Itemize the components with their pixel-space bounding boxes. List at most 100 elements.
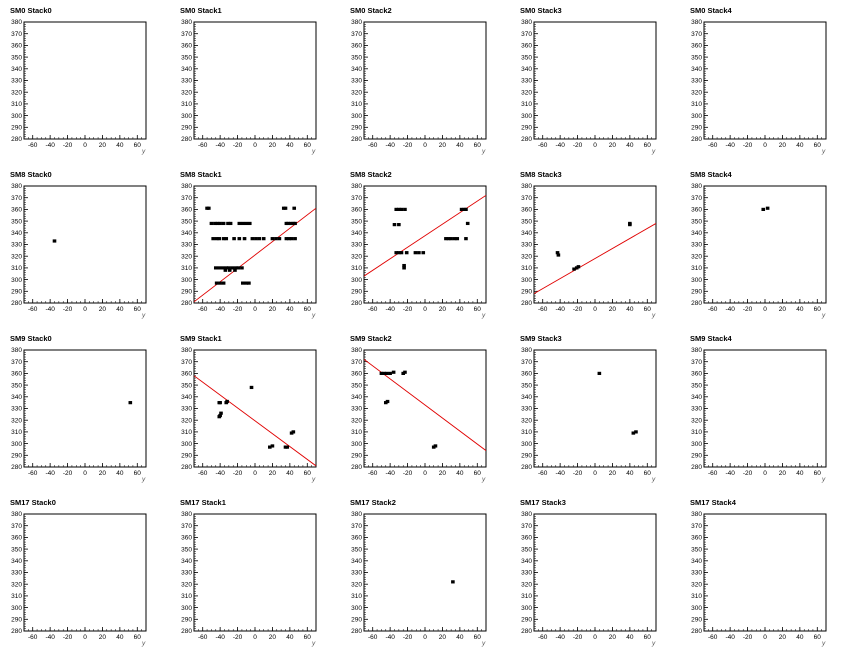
x-tick-label: 0 xyxy=(423,306,427,313)
y-tick-label: 340 xyxy=(11,66,22,73)
y-tick-label: 370 xyxy=(11,31,22,38)
data-point xyxy=(218,401,222,405)
x-tick-label: -60 xyxy=(538,142,548,149)
x-tick-label: 20 xyxy=(779,470,787,477)
chart-title: SM8 Stack4 xyxy=(690,170,733,179)
plot-frame xyxy=(703,21,827,140)
data-point xyxy=(399,207,404,211)
y-tick-label: 310 xyxy=(11,101,22,108)
y-tick-label: 380 xyxy=(691,511,702,518)
y-tick-label: 310 xyxy=(521,265,532,272)
y-tick-label: 300 xyxy=(351,113,362,120)
x-tick-label: -40 xyxy=(725,634,735,641)
chart-title: SM8 Stack2 xyxy=(350,170,392,179)
data-point xyxy=(214,281,219,285)
data-point xyxy=(397,251,401,255)
x-tick-label: 0 xyxy=(83,142,87,149)
y-tick-label: 370 xyxy=(691,359,702,366)
data-point xyxy=(444,237,448,241)
y-tick-label: 320 xyxy=(691,417,702,424)
plot-frame xyxy=(23,349,147,468)
data-point xyxy=(247,221,252,226)
chart-title: SM9 Stack0 xyxy=(10,334,52,343)
data-point xyxy=(402,263,406,268)
data-point xyxy=(291,430,296,434)
y-tick-label: 290 xyxy=(521,617,532,624)
data-point xyxy=(224,266,229,270)
data-point xyxy=(556,253,561,257)
x-tick-label: 20 xyxy=(269,306,277,313)
plot-frame xyxy=(363,21,487,140)
y-tick-label: 360 xyxy=(351,43,362,50)
chart-title: SM9 Stack3 xyxy=(520,334,562,343)
data-point xyxy=(215,221,220,226)
data-point xyxy=(449,237,453,241)
y-tick-label: 380 xyxy=(11,183,22,190)
y-tick-label: 350 xyxy=(351,546,362,553)
y-tick-label: 290 xyxy=(181,125,192,132)
data-point xyxy=(234,266,238,270)
y-tick-label: 300 xyxy=(691,113,702,120)
y-tick-label: 330 xyxy=(11,570,22,577)
x-tick-label: -60 xyxy=(368,306,378,313)
x-tick-label: -40 xyxy=(215,470,225,477)
x-tick-label: -20 xyxy=(233,634,243,641)
x-tick-label: -20 xyxy=(573,470,583,477)
x-tick-label: 60 xyxy=(134,142,142,149)
data-point xyxy=(247,281,251,285)
y-tick-label: 340 xyxy=(521,394,532,401)
y-tick-label: 350 xyxy=(351,382,362,389)
data-point xyxy=(397,207,401,211)
chart-panel: SM0 Stack2 280 290 300 310 320 330 340 350 360 370… xyxy=(350,6,487,155)
x-tick-label: 20 xyxy=(439,634,447,641)
x-tick-label: -60 xyxy=(28,306,38,313)
chart-title: SM17 Stack2 xyxy=(350,498,396,507)
y-tick-label: 350 xyxy=(181,218,192,225)
y-tick-label: 340 xyxy=(11,230,22,237)
data-point xyxy=(52,239,57,243)
x-tick-label: -60 xyxy=(198,142,208,149)
y-tick-label: 330 xyxy=(11,78,22,85)
data-point xyxy=(631,431,636,435)
chart-panel: SM17 Stack3 280 290 300 310 320 330 340 350 360 37… xyxy=(520,498,657,647)
data-point xyxy=(230,266,235,270)
y-tick-label: 310 xyxy=(351,101,362,108)
x-tick-label: 40 xyxy=(116,470,124,477)
x-axis-label: y xyxy=(481,148,486,155)
y-tick-label: 280 xyxy=(181,300,192,307)
y-tick-label: 340 xyxy=(11,394,22,401)
x-tick-label: -20 xyxy=(743,142,753,149)
data-point xyxy=(382,371,386,375)
chart-panel: SM17 Stack0 280 290 300 310 320 330 340 350 360 37… xyxy=(10,498,147,647)
plot-frame xyxy=(703,185,827,304)
y-tick-label: 280 xyxy=(11,136,22,143)
y-tick-label: 280 xyxy=(521,464,532,471)
data-point xyxy=(225,399,229,404)
plot-frame xyxy=(533,185,657,304)
data-point xyxy=(293,237,297,241)
data-point xyxy=(211,237,215,241)
y-tick-label: 360 xyxy=(351,535,362,542)
x-tick-label: 0 xyxy=(593,142,597,149)
data-point xyxy=(214,237,219,241)
chart-title: SM9 Stack2 xyxy=(350,334,392,343)
y-tick-label: 350 xyxy=(11,218,22,225)
x-tick-label: 0 xyxy=(253,306,257,313)
x-tick-label: 40 xyxy=(286,306,294,313)
data-area xyxy=(534,221,656,295)
y-tick-label: 320 xyxy=(691,253,702,260)
x-tick-label: 60 xyxy=(304,306,312,313)
y-tick-label: 370 xyxy=(521,523,532,530)
x-tick-label: -20 xyxy=(233,306,243,313)
y-tick-label: 320 xyxy=(521,89,532,96)
data-point xyxy=(384,371,389,375)
data-point xyxy=(284,237,289,241)
chart-panel: SM8 Stack2 280 290 300 310 320 330 340 350 360 370… xyxy=(350,170,487,319)
y-tick-label: 290 xyxy=(351,617,362,624)
y-tick-label: 310 xyxy=(521,429,532,436)
y-tick-label: 310 xyxy=(521,593,532,600)
x-tick-label: -20 xyxy=(743,470,753,477)
plot-frame xyxy=(23,21,147,140)
y-tick-label: 290 xyxy=(11,125,22,132)
chart-title: SM8 Stack0 xyxy=(10,170,52,179)
